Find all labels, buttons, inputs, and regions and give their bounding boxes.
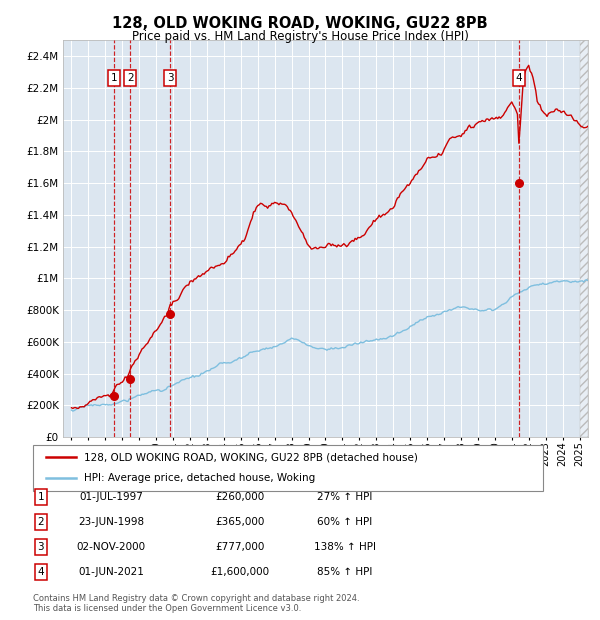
Text: 1: 1 xyxy=(110,73,117,83)
Text: 01-JUN-2021: 01-JUN-2021 xyxy=(78,567,144,577)
Text: 128, OLD WOKING ROAD, WOKING, GU22 8PB: 128, OLD WOKING ROAD, WOKING, GU22 8PB xyxy=(112,16,488,30)
Text: HPI: Average price, detached house, Woking: HPI: Average price, detached house, Woki… xyxy=(84,474,315,484)
Text: £777,000: £777,000 xyxy=(215,542,265,552)
Text: 85% ↑ HPI: 85% ↑ HPI xyxy=(317,567,373,577)
Polygon shape xyxy=(580,40,588,437)
Text: This data is licensed under the Open Government Licence v3.0.: This data is licensed under the Open Gov… xyxy=(33,603,301,613)
Text: £1,600,000: £1,600,000 xyxy=(211,567,269,577)
Text: 2: 2 xyxy=(37,517,44,527)
FancyBboxPatch shape xyxy=(33,445,543,491)
Text: 02-NOV-2000: 02-NOV-2000 xyxy=(76,542,146,552)
Text: 138% ↑ HPI: 138% ↑ HPI xyxy=(314,542,376,552)
Text: 128, OLD WOKING ROAD, WOKING, GU22 8PB (detached house): 128, OLD WOKING ROAD, WOKING, GU22 8PB (… xyxy=(84,452,418,462)
Text: 60% ↑ HPI: 60% ↑ HPI xyxy=(317,517,373,527)
Text: £260,000: £260,000 xyxy=(215,492,265,502)
Text: 1: 1 xyxy=(37,492,44,502)
Text: 4: 4 xyxy=(515,73,522,83)
Text: Price paid vs. HM Land Registry's House Price Index (HPI): Price paid vs. HM Land Registry's House … xyxy=(131,30,469,43)
Text: 3: 3 xyxy=(167,73,173,83)
Text: 01-JUL-1997: 01-JUL-1997 xyxy=(79,492,143,502)
Text: 2: 2 xyxy=(127,73,134,83)
Text: 27% ↑ HPI: 27% ↑ HPI xyxy=(317,492,373,502)
Text: 3: 3 xyxy=(37,542,44,552)
Text: Contains HM Land Registry data © Crown copyright and database right 2024.: Contains HM Land Registry data © Crown c… xyxy=(33,593,359,603)
Text: 23-JUN-1998: 23-JUN-1998 xyxy=(78,517,144,527)
Text: £365,000: £365,000 xyxy=(215,517,265,527)
Text: 4: 4 xyxy=(37,567,44,577)
